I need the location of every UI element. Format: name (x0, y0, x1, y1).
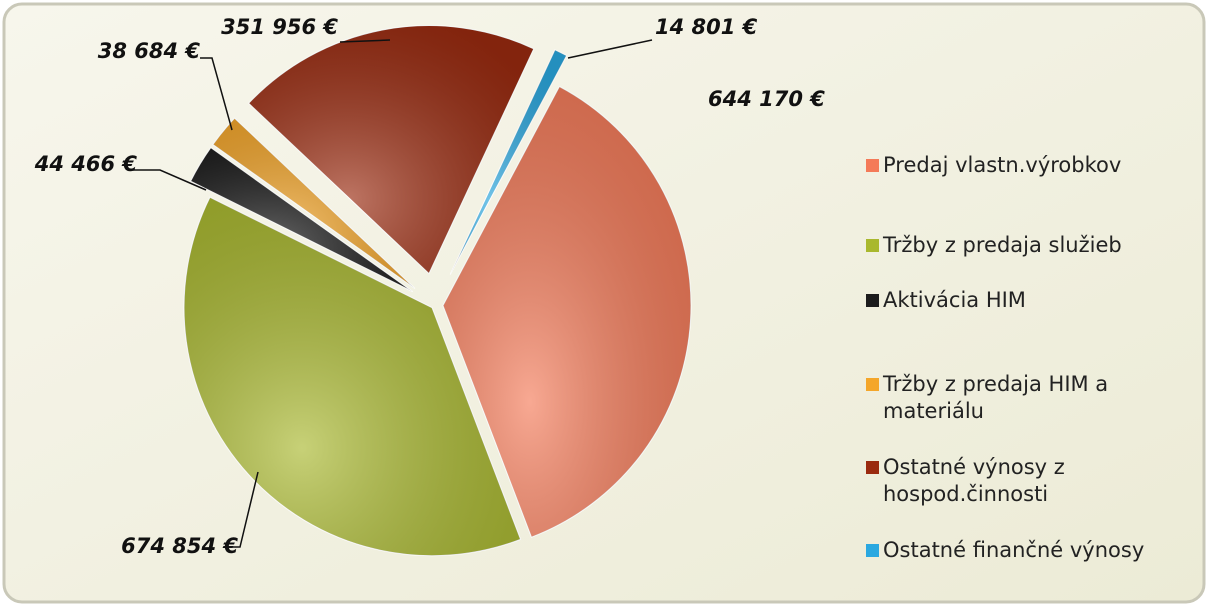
data-label: 38 684 € (98, 39, 201, 63)
legend-item: Tržby z predaja HIM a materiálu (866, 371, 1196, 425)
legend-swatch (866, 544, 879, 557)
data-label: 674 854 € (121, 534, 238, 558)
legend-label: Predaj vlastn.výrobkov (883, 153, 1122, 177)
legend-swatch (866, 159, 879, 172)
legend-label: Ostatné výnosy z hospod.činnosti (883, 455, 1065, 506)
leader-line (567, 39, 653, 59)
legend-label: Aktivácia HIM (883, 288, 1026, 312)
data-label: 14 801 € (655, 15, 758, 39)
legend-swatch (866, 239, 879, 252)
legend-label: Tržby z predaja služieb (883, 233, 1122, 257)
legend-item: Ostatné výnosy z hospod.činnosti (866, 454, 1196, 508)
legend-item: Predaj vlastn.výrobkov (866, 152, 1196, 179)
legend-item: Ostatné finančné výnosy (866, 537, 1196, 564)
legend-label: Ostatné finančné výnosy (883, 538, 1145, 562)
legend-swatch (866, 461, 879, 474)
leader-line (339, 39, 391, 43)
leader-line (230, 471, 259, 548)
legend-item: Aktivácia HIM (866, 287, 1196, 314)
legend-swatch (866, 378, 879, 391)
leader-line (132, 169, 207, 191)
leader-line (200, 57, 233, 131)
legend-swatch (866, 294, 879, 307)
data-label: 44 466 € (34, 152, 138, 176)
legend-item: Tržby z predaja služieb (866, 232, 1196, 259)
data-label: 644 170 € (708, 87, 825, 111)
legend-label: Tržby z predaja HIM a materiálu (883, 372, 1109, 423)
data-label: 351 956 € (221, 15, 338, 39)
